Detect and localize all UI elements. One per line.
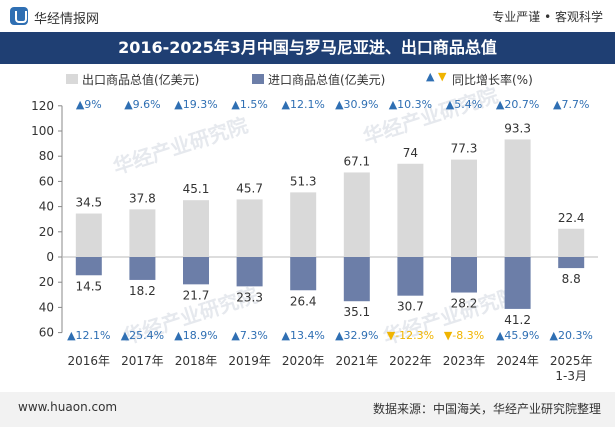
- site-name[interactable]: 华经情报网: [34, 12, 100, 27]
- import-growth-label: ▲7.3%: [231, 329, 267, 342]
- export-bar: [290, 192, 317, 257]
- import-bar: [183, 257, 209, 285]
- export-value-label: 74: [403, 146, 418, 160]
- export-growth-label: ▲10.3%: [389, 98, 432, 111]
- legend-down-triangle-icon: ▼: [438, 70, 447, 83]
- export-value-label: 77.3: [451, 142, 478, 156]
- export-bar: [75, 213, 102, 257]
- import-bar: [290, 257, 317, 291]
- legend: 出口商品总值(亿美元) 进口商品总值(亿美元) ▲ ▼ 同比增长率(%): [0, 68, 615, 88]
- import-value-label: 26.4: [290, 294, 317, 308]
- export-growth-label: ▲30.9%: [335, 98, 378, 111]
- import-value-label: 28.2: [451, 297, 478, 311]
- import-bar: [558, 257, 585, 269]
- export-bar: [504, 139, 531, 257]
- export-value-label: 37.8: [129, 191, 156, 205]
- title-band: 2016-2025年3月中国与罗马尼亚进、出口商品总值: [0, 32, 615, 64]
- export-value-label: 22.4: [558, 211, 585, 225]
- export-growth-label: ▲19.3%: [174, 98, 217, 111]
- import-growth-label: ▲25.4%: [121, 329, 164, 342]
- import-value-label: 35.1: [343, 305, 370, 319]
- y-tick-label: 80: [39, 149, 54, 163]
- y-tick-label: 60: [39, 326, 54, 340]
- export-growth-label: ▲1.5%: [231, 98, 267, 111]
- x-category-label: 2019年: [228, 354, 271, 368]
- export-bar: [397, 163, 424, 257]
- import-bar: [343, 257, 370, 302]
- import-growth-label: ▲12.1%: [67, 329, 110, 342]
- legend-import-swatch: [252, 74, 264, 84]
- import-growth-label: ▲45.9%: [496, 329, 539, 342]
- import-growth-label: ▼-12.3%: [387, 329, 434, 342]
- x-category-label: 2016年: [68, 354, 111, 368]
- import-bar: [397, 257, 424, 296]
- export-bar: [558, 228, 585, 257]
- y-tick-label: 60: [39, 174, 54, 188]
- import-growth-label: ▲18.9%: [174, 329, 217, 342]
- import-growth-label: ▲20.3%: [549, 329, 592, 342]
- y-tick-label: 0: [46, 250, 54, 264]
- x-category-label: 2017年: [121, 354, 164, 368]
- export-value-label: 67.1: [343, 154, 370, 168]
- export-value-label: 45.1: [183, 182, 210, 196]
- import-growth-label: ▲13.4%: [281, 329, 324, 342]
- footer-source: 数据来源：中国海关，华经产业研究院整理: [372, 402, 601, 416]
- y-tick-label: 100: [31, 124, 54, 138]
- export-value-label: 93.3: [504, 121, 531, 135]
- import-growth-label: ▲32.9%: [335, 329, 378, 342]
- import-bar: [129, 257, 156, 280]
- x-category-label: 2021年: [336, 354, 379, 368]
- top-bar: 华经情报网 专业严谨 • 客观科学: [0, 0, 615, 32]
- x-category-label: 2024年: [496, 354, 539, 368]
- x-category-label: 2022年: [389, 354, 432, 368]
- import-value-label: 14.5: [75, 279, 102, 293]
- legend-import-label: 进口商品总值(亿美元): [268, 73, 386, 87]
- import-value-label: 18.2: [129, 284, 156, 298]
- footer-website[interactable]: www.huaon.com: [18, 400, 118, 414]
- chart-title: 2016-2025年3月中国与罗马尼亚进、出口商品总值: [118, 38, 497, 57]
- export-growth-label: ▲5.4%: [446, 98, 482, 111]
- export-value-label: 45.7: [236, 181, 263, 195]
- export-bar: [343, 172, 370, 257]
- import-bar: [451, 257, 477, 293]
- export-bar: [236, 199, 263, 257]
- import-value-label: 23.3: [236, 290, 263, 304]
- import-value-label: 8.8: [562, 272, 581, 286]
- export-value-label: 51.3: [290, 174, 317, 188]
- import-value-label: 30.7: [397, 300, 424, 314]
- y-tick-label: 120: [31, 99, 54, 113]
- legend-growth-label: 同比增长率(%): [452, 73, 533, 87]
- x-category-label: 2023年: [443, 354, 486, 368]
- y-tick-label: 40: [39, 200, 54, 214]
- import-bar: [236, 257, 263, 287]
- export-growth-label: ▲12.1%: [281, 98, 324, 111]
- export-growth-label: ▲9.6%: [124, 98, 160, 111]
- export-value-label: 34.5: [75, 196, 102, 210]
- import-bar: [504, 257, 531, 309]
- export-bar: [129, 209, 156, 257]
- export-growth-label: ▲7.7%: [553, 98, 589, 111]
- x-category-label: 2018年: [175, 354, 218, 368]
- x-category-label: 2020年: [282, 354, 325, 368]
- x-category-label: 1-3月: [555, 369, 587, 383]
- chart-canvas: 120 100 80 60 40 20 0 20 40 60 34.5 14.5 ▲9% ▲12.1% 20…: [31, 98, 598, 383]
- slogan: 专业严谨 • 客观科学: [492, 10, 603, 24]
- legend-export-swatch: [66, 74, 78, 84]
- legend-up-triangle-icon: ▲: [426, 70, 435, 83]
- export-growth-label: ▲9%: [76, 98, 102, 111]
- x-category-label: 2025年: [550, 354, 593, 368]
- import-bar: [75, 257, 102, 276]
- export-bar: [183, 200, 209, 257]
- y-tick-label: 20: [39, 225, 54, 239]
- y-tick-label: 40: [39, 300, 54, 314]
- export-bar: [451, 159, 477, 257]
- export-growth-label: ▲20.7%: [496, 98, 539, 111]
- import-value-label: 41.2: [504, 313, 531, 327]
- import-growth-label: ▼-8.3%: [444, 329, 484, 342]
- logo-icon: [10, 7, 28, 25]
- legend-export-label: 出口商品总值(亿美元): [82, 73, 200, 87]
- footer: www.huaon.com 数据来源：中国海关，华经产业研究院整理: [0, 392, 615, 427]
- y-tick-label: 20: [39, 275, 54, 289]
- import-value-label: 21.7: [183, 288, 210, 302]
